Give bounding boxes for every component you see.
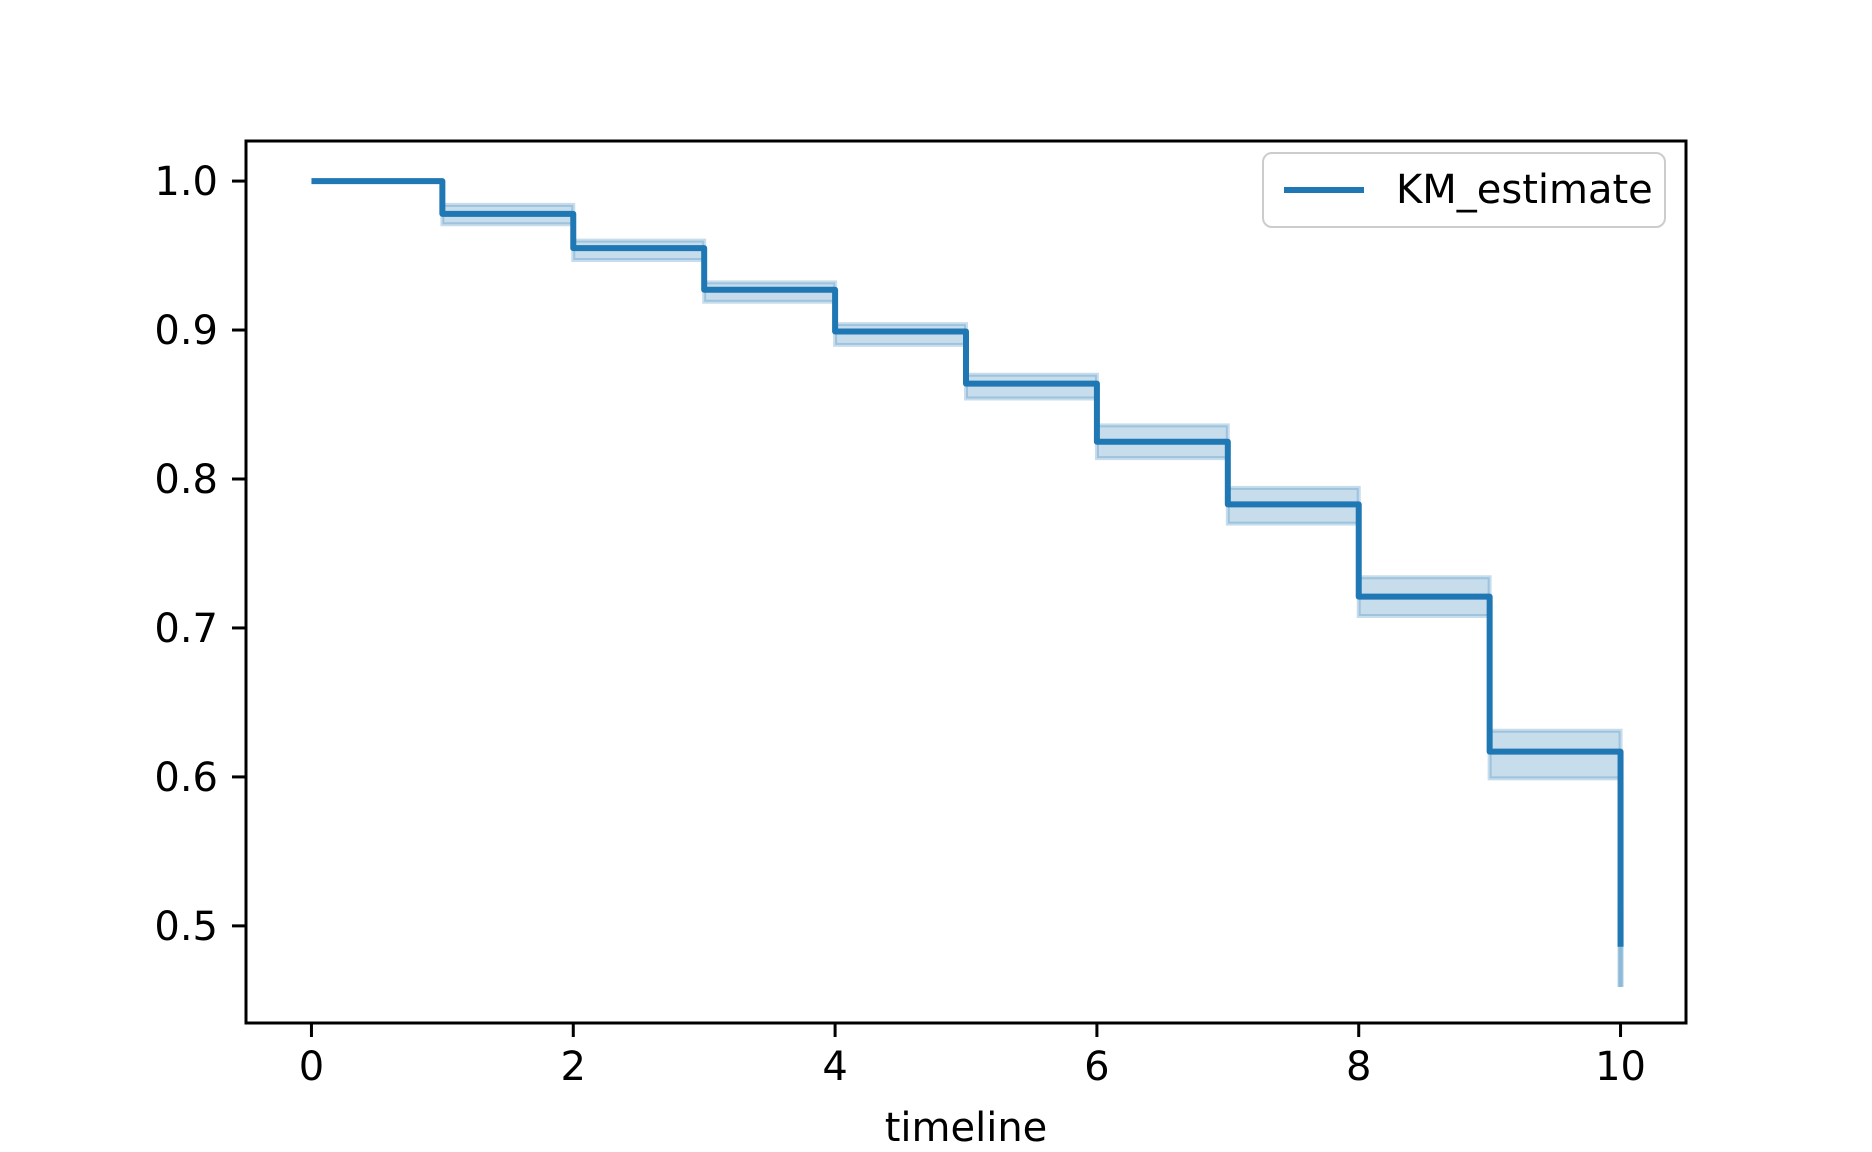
- x-axis-label: timeline: [885, 1105, 1048, 1151]
- y-tick-label: 1.0: [154, 159, 218, 205]
- legend-box: KM_estimate: [1262, 152, 1666, 228]
- axes-layer: [232, 139, 1688, 1037]
- y-tick-label: 0.5: [154, 904, 218, 950]
- y-tick-label: 0.8: [154, 457, 218, 503]
- y-tick-label: 0.6: [154, 755, 218, 801]
- y-tick-label: 0.9: [154, 308, 218, 354]
- x-tick-label: 2: [561, 1044, 586, 1090]
- y-tick-label: 0.7: [154, 606, 218, 652]
- x-tick-label: 8: [1346, 1044, 1371, 1090]
- tick-label-layer: 0 2 4 6 8 10 1.0 0.9 0.8 0.7 0.6 0.5: [154, 159, 1646, 1090]
- legend-label: KM_estimate: [1396, 167, 1653, 213]
- x-tick-label: 0: [299, 1044, 324, 1090]
- x-tick-label: 10: [1595, 1044, 1646, 1090]
- legend-line-swatch: [1284, 187, 1364, 193]
- km-line-layer: [311, 178, 1624, 947]
- km-estimate-line: [311, 178, 1624, 947]
- x-tick-label: 4: [822, 1044, 847, 1090]
- confidence-band-endpoint-strip: [1617, 908, 1624, 987]
- axes-spines: [244, 139, 1688, 1025]
- x-tick-label: 6: [1084, 1044, 1109, 1090]
